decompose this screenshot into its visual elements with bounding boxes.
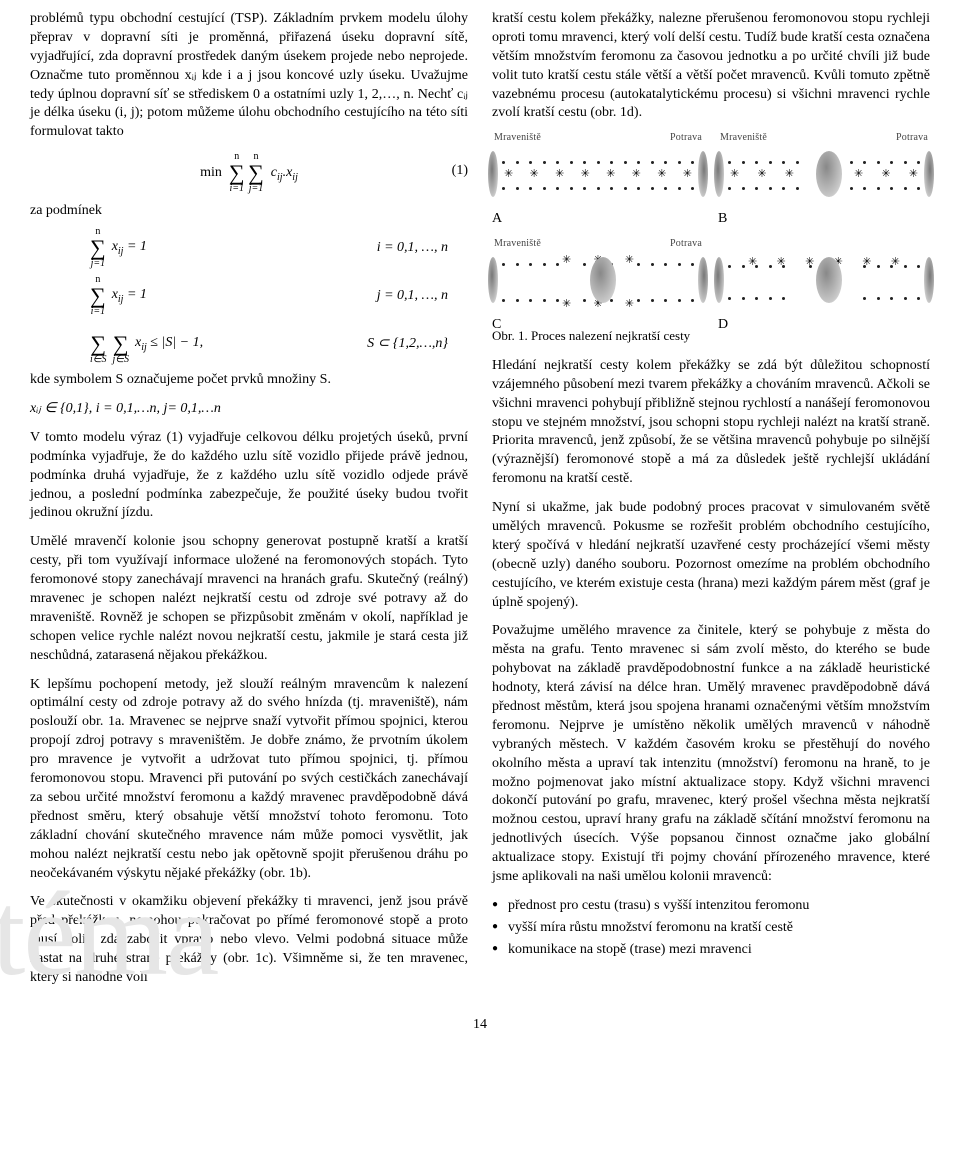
obstacle-icon: [816, 257, 842, 303]
left-column: problémů typu obchodní cestující (TSP). …: [30, 10, 468, 998]
figure-panel-d: ✳✳✳✳✳✳ D: [718, 239, 930, 321]
page-number: 14: [30, 1016, 930, 1035]
nest-icon: [488, 257, 498, 303]
nest-icon: [714, 151, 724, 197]
food-icon: [924, 257, 934, 303]
figure-grid: Mraveniště Potrava ✳✳✳✳✳✳✳✳ A Mraveniště…: [492, 133, 930, 321]
figure-panel-c: Mraveniště Potrava ✳✳✳ ✳✳✳ C: [492, 239, 704, 321]
figure-1: Mraveniště Potrava ✳✳✳✳✳✳✳✳ A Mraveniště…: [492, 133, 930, 321]
c1-rhs: i = 0,1, …, n: [377, 239, 468, 258]
constraint-3: ∑i∈S ∑j∈S xij ≤ |S| − 1, S ⊂ {1,2,…,n}: [90, 323, 468, 365]
p-kde: kde symbolem S označujeme počet prvků mn…: [30, 371, 468, 390]
label-D: D: [718, 316, 728, 335]
right-p4: Považujme umělého mravence za činitele, …: [492, 622, 930, 886]
right-p3: Nyní si ukažme, jak bude podobný proces …: [492, 499, 930, 612]
left-p1: problémů typu obchodní cestující (TSP). …: [30, 10, 468, 142]
figure-panel-b: Mraveniště Potrava ✳✳✳..✳✳✳ B: [718, 133, 930, 215]
food-icon: [924, 151, 934, 197]
left-p5: Ve skutečnosti v okamžiku objevení překá…: [30, 893, 468, 987]
label-A: A: [492, 210, 502, 229]
label-C: C: [492, 316, 501, 335]
right-column: kratší cestu kolem překážky, nalezne pře…: [492, 10, 930, 998]
left-p4: K lepšímu pochopení metody, jež slouží r…: [30, 676, 468, 884]
constraint-1: n∑j=1 xij = 1 i = 0,1, …, n: [90, 227, 468, 269]
panel-b-left-label: Mraveniště: [720, 131, 767, 145]
constraint-2: n∑i=1 xij = 1 j = 0,1, …, n: [90, 275, 468, 317]
figure-panel-a: Mraveniště Potrava ✳✳✳✳✳✳✳✳ A: [492, 133, 704, 215]
nest-icon: [488, 151, 498, 197]
za-podminek: za podmínek: [30, 202, 468, 221]
bullet-1: přednost pro cestu (trasu) s vyšší inten…: [492, 897, 930, 916]
left-p2: V tomto modelu výraz (1) vyjadřuje celko…: [30, 429, 468, 523]
panel-c-left-label: Mraveniště: [494, 237, 541, 251]
food-icon: [698, 257, 708, 303]
right-p2: Hledání nejkratší cesty kolem překážky s…: [492, 357, 930, 489]
panel-a-left-label: Mraveniště: [494, 131, 541, 145]
panel-c-right-label: Potrava: [670, 237, 702, 251]
nest-icon: [714, 257, 724, 303]
bullet-list: přednost pro cestu (trasu) s vyšší inten…: [492, 897, 930, 960]
eq-number-1: (1): [452, 162, 468, 181]
page-columns: problémů typu obchodní cestující (TSP). …: [30, 10, 930, 998]
equation-1: min n∑i=1 n∑j=1 cij.xij (1): [30, 152, 468, 194]
bullet-2: vyšší míra růstu množství feromonu na kr…: [492, 919, 930, 938]
right-p1: kratší cestu kolem překážky, nalezne pře…: [492, 10, 930, 123]
bullet-3: komunikace na stopě (trase) mezi mravenc…: [492, 941, 930, 960]
left-p3: Umělé mravenčí kolonie jsou schopny gene…: [30, 533, 468, 665]
obstacle-icon: [590, 257, 616, 303]
food-icon: [698, 151, 708, 197]
obstacle-icon: [816, 151, 842, 197]
panel-a-right-label: Potrava: [670, 131, 702, 145]
figure-1-caption: Obr. 1. Proces nalezení nejkratší cesty: [492, 327, 930, 345]
c3-rhs: S ⊂ {1,2,…,n}: [367, 335, 468, 354]
p-xij: xᵢⱼ ∈ {0,1}, i = 0,1,…n, j= 0,1,…n: [30, 400, 468, 419]
panel-b-right-label: Potrava: [896, 131, 928, 145]
c2-rhs: j = 0,1, …, n: [377, 287, 468, 306]
label-B: B: [718, 210, 727, 229]
